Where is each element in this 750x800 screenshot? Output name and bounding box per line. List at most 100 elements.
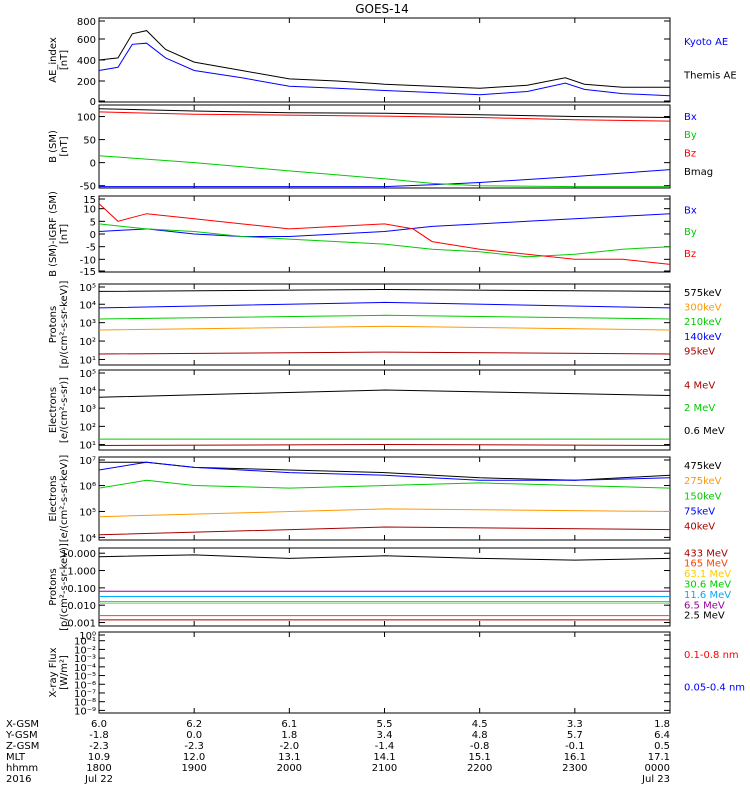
panel-5: 10⁷ 10⁶ 10⁵ 10⁴ Electrons [e/(cm²-s-sr-keV)] 4… [48,455,722,545]
footer-value: -0.1 [565,741,585,752]
legend-entry: 30.6 MeV [684,580,731,591]
y-tick-label: 10² [79,422,96,433]
footer-value: 1.8 [654,719,670,730]
legend-entry: 0.05-0.4 nm [684,682,745,693]
y-tick-label: 10 [83,205,96,216]
panel-frame [98,369,671,451]
y-tick-label: 10⁻¹ [74,637,96,648]
y-tick-label: 10⁷ [79,456,96,467]
legend-entry: Bx [684,205,697,216]
y-axis-label: [e/(cm²-s-sr)] [59,377,70,443]
footer-value: -2.0 [280,741,300,752]
y-tick-label: 10⁻⁷ [74,689,96,700]
series-line-40kev [98,526,671,536]
y-tick-label: -10 [80,255,96,266]
footer-row-name: 2016 [6,774,31,785]
y-tick-label: 400 [77,56,96,67]
y-tick-label: 10⁻⁸ [74,698,96,709]
plot-title: GOES-14 [355,2,409,16]
footer-value: 2000 [277,763,302,774]
y-tick-label: 0 [90,230,96,241]
y-axis-label: [nT] [59,136,70,156]
panel-frame [98,456,671,541]
series-line-by [98,223,671,258]
y-axis-label: Electrons [48,387,59,433]
footer-value: 1800 [86,763,111,774]
footer-value: 6.4 [654,730,670,741]
series-line-475kev [99,461,671,481]
y-tick-label: 0.001 [67,619,96,630]
series-line-0-6-mev [98,389,671,398]
legend-entry: 2 MeV [684,403,715,414]
footer-value: -2.3 [184,741,204,752]
footer-value: -2.3 [89,741,109,752]
y-axis-label: B (SM)-IGRF (SM) [48,191,59,277]
series-line-575kev [98,288,671,292]
panel-frame [98,631,671,714]
series-line-150kev [98,479,671,489]
y-axis-label: Protons [48,568,59,605]
footer-row-name: Y-GSM [5,730,38,741]
y-axis-label: X-ray Flux [48,647,59,697]
y-tick-label: 10¹ [79,355,96,366]
legend-entry: 40keV [684,521,715,532]
footer-value: 0.0 [186,730,202,741]
footer-value: 17.1 [648,752,670,763]
footer-row-name: Z-GSM [6,741,39,752]
legend-entry: 4 MeV [684,380,715,391]
panel-6: 10.000 1.000 0.100 0.010 0.001 Protons [p/(cm²… [48,543,731,631]
footer-value: 4.5 [472,719,488,730]
footer-value: 0000 [645,763,670,774]
legend-entry: Bz [684,149,696,160]
legend-entry: 300keV [684,303,722,314]
y-tick-label: 100 [77,113,96,124]
y-tick-label: -5 [86,243,96,254]
y-tick-label: 10⁻⁵ [74,672,96,683]
legend-entry: 63.1 MeV [684,569,731,580]
legend-entry: 165 MeV [684,559,728,570]
footer-value: 6.0 [91,719,107,730]
y-tick-label: 10⁶ [79,482,96,493]
series-line-kyoto-ae [98,42,671,97]
footer-value: 5.5 [377,719,393,730]
y-tick-label: 10² [79,337,96,348]
footer-row-name: MLT [6,752,26,763]
footer-value: 2200 [467,763,492,774]
footer-value: 6.1 [281,719,297,730]
legend-entry: 11.6 MeV [684,590,731,601]
legend-entry: 275keV [684,476,722,487]
legend-entry: Kyoto AE [684,37,728,48]
series-line-275kev [98,508,671,518]
legend-entry: Bx [684,112,697,123]
footer-value: 4.8 [472,730,488,741]
y-tick-label: 10⁵ [79,283,96,294]
y-tick-label: 50 [83,136,96,147]
legend-entry: 475keV [684,461,722,472]
footer-value: 1.8 [281,730,297,741]
y-tick-label: 10⁻⁴ [74,663,96,674]
legend-entry: 75keV [684,506,715,517]
legend-entry: By [684,130,697,141]
footer-value: 16.1 [564,752,586,763]
footer-value: Jul 23 [641,774,670,785]
y-axis-label: AE_index [48,37,59,83]
footer-value: 6.2 [186,719,202,730]
footer-value: 0.5 [654,741,670,752]
legend-entry: Bz [684,249,696,260]
y-tick-label: 5 [90,217,96,228]
panel-frame [98,283,671,366]
series-line-bz [98,203,671,265]
series-line-bx [98,213,671,237]
y-tick-label: 10⁰ [79,631,96,642]
y-axis-label: [nT] [59,224,70,244]
footer-value: 5.7 [567,730,583,741]
series-line-300kev [98,325,671,331]
y-tick-label: 600 [77,35,96,46]
y-tick-label: 0 [90,159,96,170]
panel-4: 10⁵ 10⁴ 10³ 10² 10¹ Electrons [e/(cm²-s-sr)] 4 … [48,369,725,452]
y-tick-label: 10⁻⁶ [74,680,96,691]
series-line-bx [99,169,671,188]
legend-entry: By [684,227,697,238]
y-tick-label: 10⁴ [79,386,96,397]
